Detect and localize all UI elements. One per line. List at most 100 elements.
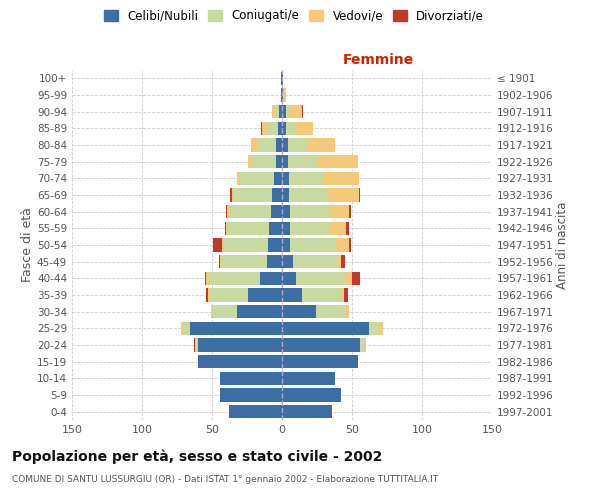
- Bar: [296, 272, 346, 285]
- Text: Femmine: Femmine: [343, 52, 414, 66]
- Bar: [289, 172, 323, 185]
- Bar: [346, 305, 349, 318]
- Y-axis label: Fasce di età: Fasce di età: [21, 208, 34, 282]
- Bar: [220, 388, 282, 402]
- Bar: [279, 105, 282, 118]
- Bar: [224, 222, 226, 235]
- Bar: [222, 238, 223, 252]
- Bar: [251, 138, 257, 151]
- Text: Popolazione per età, sesso e stato civile - 2002: Popolazione per età, sesso e stato civil…: [12, 450, 382, 464]
- Bar: [181, 322, 184, 335]
- Bar: [290, 105, 302, 118]
- Bar: [282, 122, 286, 135]
- Bar: [282, 205, 290, 218]
- Bar: [257, 138, 277, 151]
- Bar: [229, 405, 282, 418]
- Bar: [282, 372, 335, 385]
- Bar: [282, 305, 316, 318]
- Bar: [268, 122, 278, 135]
- Bar: [282, 272, 296, 285]
- Bar: [296, 122, 313, 135]
- Bar: [323, 172, 359, 185]
- Bar: [341, 255, 345, 268]
- Bar: [232, 188, 233, 202]
- Bar: [282, 405, 332, 418]
- Bar: [212, 305, 237, 318]
- Bar: [227, 222, 269, 235]
- Bar: [269, 222, 282, 235]
- Text: COMUNE DI SANTU LUSSURGIU (OR) - Dati ISTAT 1° gennaio 2002 - Elaborazione TUTTI: COMUNE DI SANTU LUSSURGIU (OR) - Dati IS…: [12, 475, 438, 484]
- Bar: [282, 388, 341, 402]
- Bar: [222, 255, 266, 268]
- Bar: [282, 172, 289, 185]
- Bar: [233, 188, 272, 202]
- Bar: [282, 138, 287, 151]
- Bar: [248, 288, 282, 302]
- Bar: [208, 288, 209, 302]
- Bar: [369, 322, 380, 335]
- Bar: [190, 322, 282, 335]
- Bar: [282, 255, 293, 268]
- Bar: [229, 205, 271, 218]
- Bar: [237, 172, 240, 185]
- Bar: [277, 138, 282, 151]
- Bar: [287, 138, 307, 151]
- Bar: [198, 338, 282, 351]
- Bar: [214, 238, 222, 252]
- Bar: [282, 88, 283, 102]
- Bar: [307, 138, 335, 151]
- Bar: [240, 172, 274, 185]
- Bar: [272, 105, 275, 118]
- Bar: [328, 188, 359, 202]
- Bar: [346, 272, 352, 285]
- Bar: [286, 122, 296, 135]
- Bar: [282, 105, 286, 118]
- Bar: [338, 255, 341, 268]
- Bar: [290, 222, 329, 235]
- Bar: [359, 188, 361, 202]
- Bar: [361, 338, 366, 351]
- Bar: [287, 155, 319, 168]
- Bar: [290, 238, 335, 252]
- Bar: [262, 122, 268, 135]
- Bar: [220, 255, 222, 268]
- Bar: [290, 205, 329, 218]
- Bar: [194, 338, 195, 351]
- Bar: [248, 155, 251, 168]
- Bar: [341, 288, 344, 302]
- Bar: [226, 222, 227, 235]
- Bar: [275, 105, 279, 118]
- Bar: [230, 188, 232, 202]
- Bar: [272, 188, 282, 202]
- Bar: [195, 338, 198, 351]
- Bar: [278, 122, 282, 135]
- Bar: [205, 272, 206, 285]
- Bar: [286, 105, 290, 118]
- Bar: [281, 88, 282, 102]
- Bar: [206, 272, 209, 285]
- Bar: [251, 155, 277, 168]
- Bar: [282, 288, 302, 302]
- Bar: [281, 72, 282, 85]
- Bar: [289, 188, 328, 202]
- Bar: [237, 305, 282, 318]
- Bar: [198, 355, 282, 368]
- Bar: [329, 222, 346, 235]
- Bar: [277, 155, 282, 168]
- Bar: [211, 305, 212, 318]
- Bar: [209, 272, 260, 285]
- Bar: [184, 322, 190, 335]
- Bar: [293, 255, 338, 268]
- Bar: [344, 288, 348, 302]
- Bar: [380, 322, 383, 335]
- Bar: [346, 222, 349, 235]
- Bar: [282, 72, 283, 85]
- Bar: [274, 172, 282, 185]
- Bar: [349, 238, 350, 252]
- Bar: [223, 238, 268, 252]
- Bar: [266, 255, 282, 268]
- Bar: [260, 272, 282, 285]
- Y-axis label: Anni di nascita: Anni di nascita: [556, 202, 569, 288]
- Bar: [282, 188, 289, 202]
- Bar: [282, 222, 290, 235]
